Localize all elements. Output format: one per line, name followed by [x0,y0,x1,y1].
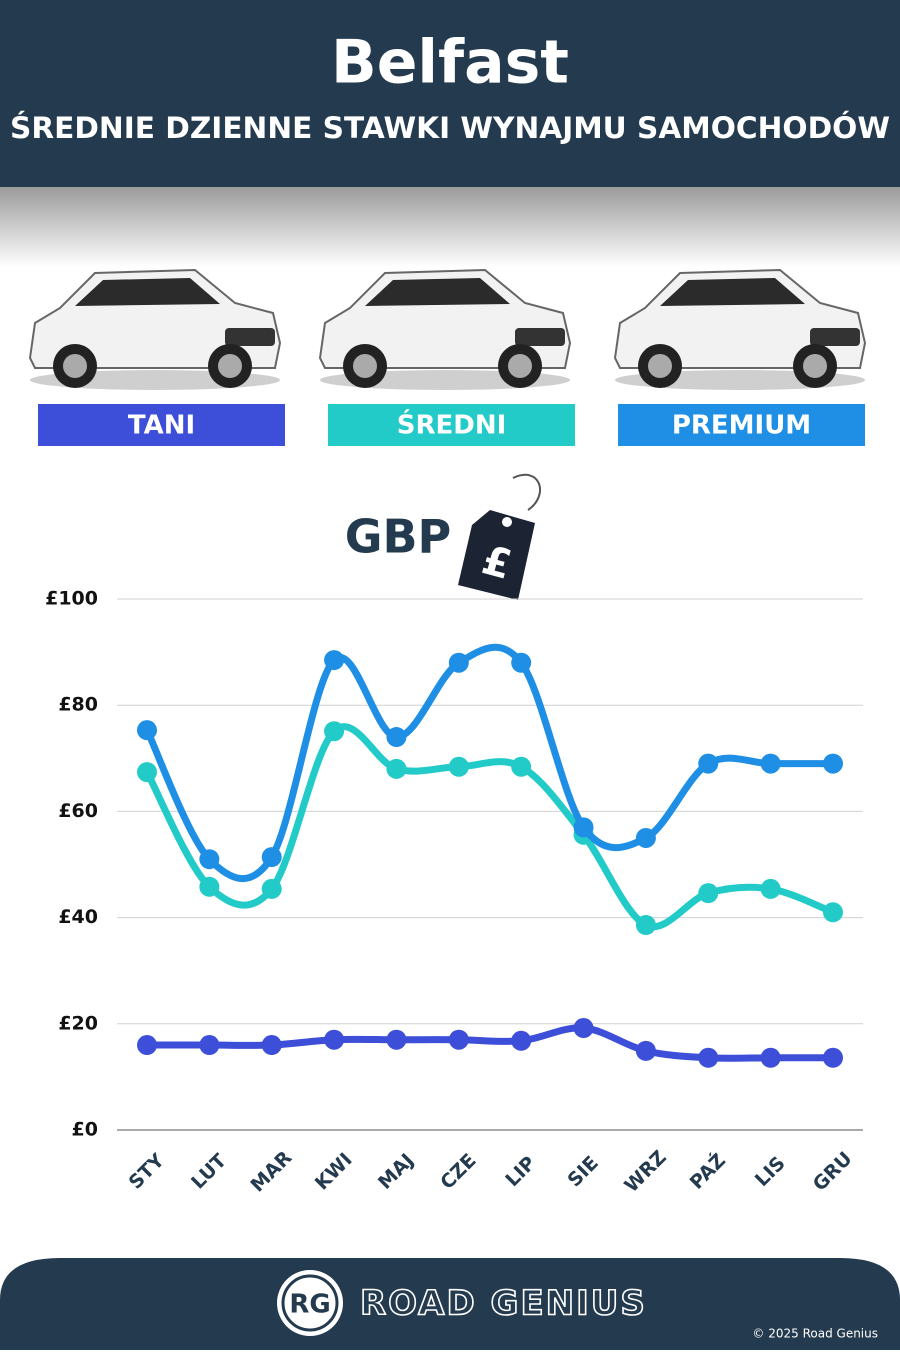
data-point [698,883,719,904]
x-tick-label: CZE [436,1149,480,1193]
y-tick-label: £40 [58,906,98,928]
data-point [324,1029,345,1050]
data-point [261,1035,282,1056]
y-tick-label: £100 [45,588,98,610]
legend-label: TANI [128,411,195,441]
x-tick-label: STY [125,1149,169,1193]
data-point [261,847,282,868]
data-point [823,902,843,923]
data-point [137,1035,157,1056]
car-image [29,269,281,391]
x-tick-label: LIP [501,1152,540,1191]
data-point [324,650,345,671]
car-image [319,269,571,391]
y-tick-label: £60 [58,800,98,822]
x-tick-label: MAR [247,1147,297,1197]
data-point [635,827,656,848]
data-point [511,652,532,673]
x-tick-label: LIS [751,1152,790,1191]
data-point [386,1029,407,1050]
data-point [324,721,345,742]
y-tick-label: £80 [58,694,98,716]
y-axis-label: GBP [345,510,452,564]
y-tick-label: £0 [72,1119,98,1141]
series-line [143,1024,837,1062]
data-point [511,756,532,777]
data-point [823,753,843,774]
subtitle: ŚREDNIE DZIENNE STAWKI WYNAJMU SAMOCHODÓ… [10,111,890,145]
data-point [635,1040,656,1061]
footer-band [0,1258,900,1350]
legend-label: ŚREDNI [397,409,507,441]
y-tick-label: £20 [58,1012,98,1034]
data-point [448,756,469,777]
logo-mark: RG [289,1290,330,1320]
data-point [448,652,469,673]
data-point [573,1018,594,1039]
legend-badge [328,404,575,446]
x-tick-label: GRU [809,1148,857,1196]
data-point [511,1030,532,1051]
data-point [573,817,594,838]
data-point [635,915,656,936]
x-tick-label: KWI [311,1149,357,1195]
data-point [199,876,220,897]
data-point [199,849,220,870]
logo-circle [277,1270,343,1336]
data-point [199,1035,220,1056]
brand: ROAD GENIUS [360,1284,647,1324]
legend-badge [38,404,285,446]
x-tick-label: WRZ [620,1146,670,1196]
data-point [386,758,407,779]
data-point [760,1047,781,1068]
price-tag: £ [458,473,541,600]
header-band [0,0,900,187]
x-tick-label: MAJ [374,1149,418,1193]
data-point [386,727,407,748]
copyright: © 2025 Road Genius [752,1327,878,1341]
data-point [760,878,781,899]
data-point [448,1029,469,1050]
legend-badge [618,404,865,446]
car-image [614,269,866,391]
data-point [698,753,719,774]
data-point [137,720,157,741]
data-point [823,1047,843,1068]
data-point [137,762,157,783]
x-tick-label: SIE [563,1152,602,1191]
data-point [261,878,282,899]
data-point [760,753,781,774]
x-tick-label: LUT [187,1150,231,1194]
logo-ring [281,1274,339,1332]
data-point [698,1047,719,1068]
x-tick-label: PAŹ [685,1149,730,1194]
title: Belfast [331,28,569,98]
legend-label: PREMIUM [672,411,811,441]
header-shadow [0,187,900,267]
